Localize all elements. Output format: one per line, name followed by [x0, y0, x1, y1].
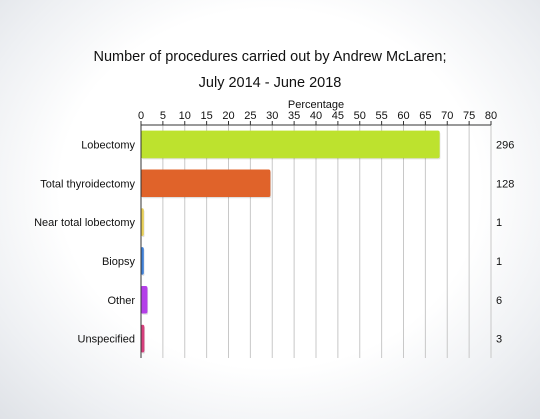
x-tick-label: 5: [160, 110, 166, 122]
grid-lines: [162, 125, 492, 358]
category-label: Total thyroidectomy: [40, 178, 135, 190]
category-label: Lobectomy: [81, 139, 135, 151]
chart-title: Number of procedures carried out by Andr…: [93, 49, 447, 65]
x-tick-label: 10: [179, 110, 191, 122]
count-label: 6: [496, 295, 502, 307]
count-label: 1: [496, 217, 502, 229]
x-tick-label: 0: [138, 110, 144, 122]
x-tick-label: 25: [244, 110, 256, 122]
x-axis-label: Percentage: [288, 99, 344, 111]
category-label: Unspecified: [78, 334, 135, 346]
x-tick-labels: 0 5 10 15 20 25 30 35 40 45 50 55 60 65 70 75 80: [138, 110, 497, 125]
count-label: 1: [496, 256, 502, 268]
x-tick-label: 50: [354, 110, 366, 122]
x-tick-label: 70: [441, 110, 453, 122]
category-label: Other: [107, 295, 135, 307]
x-tick-label: 35: [288, 110, 300, 122]
bar: [140, 130, 440, 159]
chart-subtitle: July 2014 - June 2018: [198, 75, 342, 91]
count-label: 128: [496, 178, 514, 190]
x-tick-label: 15: [201, 110, 213, 122]
category-labels: Lobectomy Total thyroidectomy Near total l…: [34, 139, 135, 345]
x-tick-label: 55: [376, 110, 388, 122]
axes: [140, 124, 491, 358]
category-label: Biopsy: [102, 256, 136, 268]
x-tick-label: 65: [419, 110, 431, 122]
count-label: 3: [496, 334, 502, 346]
count-labels: 296 128 1 1 6 3: [496, 139, 514, 345]
x-tick-label: 30: [266, 110, 278, 122]
bars: [140, 130, 441, 354]
x-tick-label: 80: [485, 110, 497, 122]
x-tick-label: 20: [222, 110, 234, 122]
bar: [140, 169, 271, 198]
x-tick-label: 40: [310, 110, 322, 122]
count-label: 296: [496, 139, 514, 151]
x-tick-label: 45: [332, 110, 344, 122]
bar: [140, 285, 148, 314]
category-label: Near total lobectomy: [34, 217, 135, 229]
x-tick-label: 60: [397, 110, 409, 122]
x-tick-label: 75: [463, 110, 475, 122]
